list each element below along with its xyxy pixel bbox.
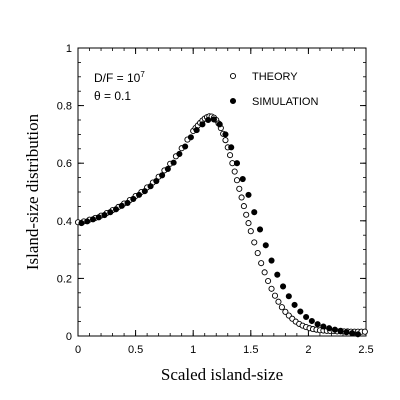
- legend-theory-marker: [229, 72, 237, 80]
- x-tick-label: 1.5: [243, 344, 258, 356]
- simulation-point: [205, 116, 212, 124]
- theory-point: [243, 211, 250, 218]
- simulation-point: [153, 178, 160, 185]
- series-theory: [74, 113, 368, 335]
- y-axis-title: Island-size distribution: [23, 113, 42, 270]
- simulation-point: [89, 216, 97, 223]
- legend-theory-label: THEORY: [252, 71, 298, 83]
- theory-point: [254, 250, 261, 257]
- simulation-point: [78, 220, 85, 227]
- legend-simulation-label: SIMULATION: [252, 96, 318, 108]
- simulation-point: [222, 131, 229, 138]
- simulation-point: [107, 209, 114, 216]
- y-tick-label: 0.6: [57, 158, 72, 170]
- simulation-point: [303, 313, 310, 321]
- x-tick-label: 2.5: [358, 344, 373, 356]
- simulation-point: [124, 199, 131, 206]
- y-tick-label: 0: [66, 331, 72, 343]
- simulation-point: [280, 283, 287, 290]
- y-tick-label: 0.4: [57, 216, 72, 228]
- simulation-point: [210, 116, 217, 123]
- simulation-point: [343, 329, 350, 336]
- theory-point: [258, 260, 265, 267]
- simulation-point: [136, 191, 143, 198]
- theory-point: [275, 298, 282, 305]
- simulation-point: [101, 211, 108, 219]
- theory-point: [261, 269, 268, 276]
- simulation-point: [147, 183, 154, 190]
- simulation-point: [95, 214, 102, 221]
- legend: THEORY SIMULATION: [229, 71, 318, 108]
- theory-point: [222, 137, 229, 144]
- theory-point: [361, 328, 368, 335]
- simulation-point: [187, 134, 194, 141]
- annotation-theta: θ = 0.1: [94, 89, 131, 103]
- simulation-point: [118, 202, 125, 209]
- simulation-point: [176, 150, 183, 158]
- x-axis-title: Scaled island-size: [161, 365, 283, 384]
- x-tick-label: 0: [75, 344, 81, 356]
- simulation-point: [199, 121, 206, 128]
- simulation-point: [112, 206, 120, 213]
- simulation-point: [170, 159, 177, 166]
- simulation-point: [285, 293, 292, 300]
- simulation-point: [314, 321, 321, 328]
- simulation-point: [251, 209, 258, 216]
- simulation-point: [164, 165, 171, 173]
- simulation-point: [84, 218, 91, 225]
- x-tick-label: 2: [305, 344, 311, 356]
- annotation-df-exponent: 7: [140, 70, 145, 79]
- simulation-point: [274, 271, 281, 278]
- simulation-point: [291, 301, 298, 308]
- simulation-point: [182, 143, 189, 150]
- theory-point: [238, 194, 245, 201]
- series-simulation: [78, 116, 361, 338]
- simulation-point: [354, 331, 361, 338]
- theory-point: [278, 304, 285, 311]
- y-tick-label: 1: [66, 43, 72, 55]
- theory-point: [233, 177, 241, 184]
- x-tick-label: 1: [190, 344, 196, 356]
- simulation-point: [256, 226, 264, 233]
- simulation-point: [268, 257, 275, 264]
- simulation-point: [245, 191, 252, 198]
- simulation-point: [141, 188, 148, 195]
- theory-point: [268, 285, 275, 292]
- simulation-point: [349, 330, 356, 337]
- annotation-df: D/F = 107: [94, 70, 145, 85]
- simulation-point: [297, 308, 304, 315]
- theory-point: [251, 239, 258, 246]
- simulation-point: [320, 323, 327, 330]
- theory-point: [247, 228, 254, 235]
- legend-simulation-marker: [229, 97, 237, 105]
- theory-point: [236, 185, 243, 192]
- theory-point: [240, 203, 247, 210]
- simulation-point: [331, 326, 338, 333]
- theory-point: [282, 308, 289, 315]
- y-tick-label: 0.2: [57, 273, 72, 285]
- simulation-point: [216, 121, 223, 128]
- simulation-point: [130, 195, 137, 202]
- simulation-point: [308, 317, 315, 325]
- simulation-point: [228, 144, 235, 151]
- simulation-point: [337, 327, 344, 334]
- simulation-point: [193, 127, 200, 134]
- annotation-df-prefix: D/F = 10: [94, 71, 141, 85]
- y-tick-label: 0.8: [57, 101, 72, 113]
- x-tick-label: 0.5: [128, 344, 143, 356]
- theory-point: [227, 152, 234, 159]
- simulation-point: [262, 242, 269, 249]
- axis-tick-labels: 0 0.5 1 1.5 2 2.5 0 0.2 0.4 0.6 0.8 1: [57, 43, 374, 356]
- simulation-point: [239, 175, 246, 183]
- simulation-point: [326, 325, 333, 332]
- simulation-point: [159, 172, 166, 179]
- theory-point: [271, 292, 279, 299]
- theory-point: [265, 277, 272, 285]
- simulation-point: [233, 160, 241, 167]
- theory-point: [245, 220, 252, 227]
- theory-point: [231, 168, 238, 175]
